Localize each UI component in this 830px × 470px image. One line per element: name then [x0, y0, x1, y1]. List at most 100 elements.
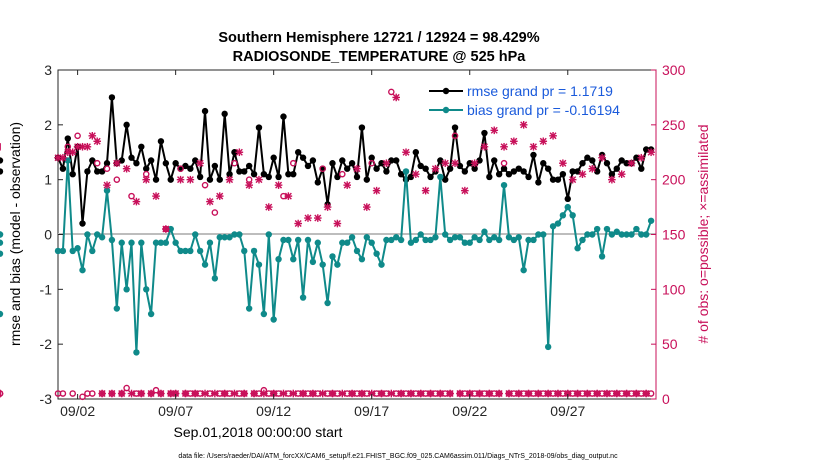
assimilated-obs-marker	[127, 389, 136, 398]
bias-point	[442, 231, 449, 238]
rmse-point	[285, 170, 292, 178]
assimilated-obs-marker	[304, 214, 312, 222]
rmse-point	[221, 110, 228, 118]
bias-point	[569, 212, 576, 219]
rmse-point	[182, 162, 189, 170]
bias-point	[549, 223, 557, 230]
x-tick-label: 09/07	[158, 403, 193, 419]
rmse-point	[59, 165, 67, 172]
assimilated-obs-marker	[647, 148, 655, 157]
assimilated-obs-marker	[407, 389, 415, 398]
assimilated-obs-marker	[627, 159, 636, 168]
bias-point	[427, 236, 434, 244]
bias-point	[324, 299, 331, 307]
y-axis-right: 0 50 100 150 200 250 300	[651, 62, 686, 407]
rmse-point	[250, 170, 258, 178]
assimilated-obs-marker	[372, 186, 381, 195]
bias-point	[422, 236, 429, 244]
bias-point	[412, 236, 420, 244]
bias-point	[147, 310, 155, 318]
bias-point	[432, 234, 439, 241]
rmse-point	[500, 165, 508, 172]
assimilated-obs-marker	[622, 389, 631, 398]
bias-point	[476, 236, 483, 244]
assimilated-obs-marker	[519, 121, 528, 129]
assimilated-obs-marker	[98, 389, 106, 398]
assimilated-obs-marker	[367, 389, 376, 398]
x-tick-label: 09/22	[452, 403, 487, 419]
y-left-tick-label: -1	[40, 281, 53, 297]
assimilated-obs-marker	[157, 389, 165, 398]
rmse-point	[294, 149, 302, 156]
bias-point	[574, 245, 581, 252]
assimilated-obs-marker	[328, 389, 337, 398]
assimilated-obs-marker	[186, 175, 195, 184]
bias-point	[437, 173, 444, 181]
rmse-point	[211, 162, 219, 170]
rmse-point	[167, 176, 174, 183]
bias-point	[348, 234, 356, 241]
rmse-point	[515, 165, 522, 172]
rmse-point	[549, 176, 557, 183]
assimilated-obs-marker	[426, 389, 435, 398]
bias-point	[74, 245, 81, 252]
assimilated-obs-marker	[441, 159, 450, 168]
assimilated-obs-marker	[83, 142, 92, 151]
bias-point	[206, 239, 214, 246]
rmse-point	[103, 160, 111, 167]
y-left-tick-label: -2	[40, 336, 53, 352]
bias-point	[294, 236, 302, 244]
rmse-point	[241, 168, 248, 175]
possible-obs-marker	[177, 165, 184, 172]
bias-point	[285, 236, 292, 244]
rmse-point	[226, 170, 233, 178]
rmse-point	[363, 176, 371, 183]
rmse-point	[603, 160, 611, 167]
bias-point	[329, 253, 336, 260]
possible-obs-marker	[59, 390, 67, 397]
rmse-point	[535, 179, 542, 186]
assimilated-obs-marker	[225, 175, 234, 184]
assimilated-obs-marker	[294, 219, 302, 228]
assimilated-obs-marker	[240, 389, 249, 398]
possible-obs-marker	[338, 170, 346, 178]
assimilated-obs-marker	[162, 225, 170, 233]
bias-point	[500, 181, 508, 189]
assimilated-obs-marker	[534, 389, 543, 398]
possible-obs-marker	[500, 159, 508, 167]
assimilated-obs-marker	[152, 192, 160, 200]
bias-point	[603, 225, 611, 233]
rmse-point	[339, 157, 346, 164]
chart-title-line1: Southern Hemisphere 12721 / 12924 = 98.4…	[218, 30, 539, 46]
bias-point	[642, 231, 650, 238]
assimilated-obs-marker	[436, 389, 445, 398]
bias-point	[393, 234, 400, 241]
bias-point	[265, 231, 272, 238]
bias-point	[486, 236, 493, 244]
possible-obs-marker	[368, 159, 376, 167]
rmse-point	[0, 157, 4, 164]
bias-point	[167, 225, 174, 233]
series-layer	[0, 94, 655, 356]
x-tick-label: 09/02	[60, 403, 95, 419]
rmse-point	[304, 162, 312, 170]
bias-point	[54, 247, 62, 255]
assimilated-obs-marker	[93, 137, 102, 146]
x-tick-label: 09/12	[256, 403, 291, 419]
assimilated-obs-marker	[318, 389, 327, 398]
assimilated-obs-marker	[559, 159, 567, 168]
assimilated-obs-marker	[59, 153, 67, 162]
bias-point	[358, 255, 366, 263]
assimilated-obs-marker	[147, 389, 155, 398]
assimilated-obs-marker	[573, 389, 582, 398]
possible-obs-marker	[211, 209, 219, 216]
rmse-point	[530, 151, 537, 159]
bias-point	[397, 236, 405, 244]
rmse-point	[554, 176, 562, 183]
rmse-point	[569, 168, 576, 175]
assimilated-obs-marker	[505, 389, 513, 398]
bias-point	[378, 261, 385, 268]
bias-point	[363, 234, 371, 241]
rmse-point	[343, 165, 351, 172]
bias-point	[182, 247, 189, 255]
